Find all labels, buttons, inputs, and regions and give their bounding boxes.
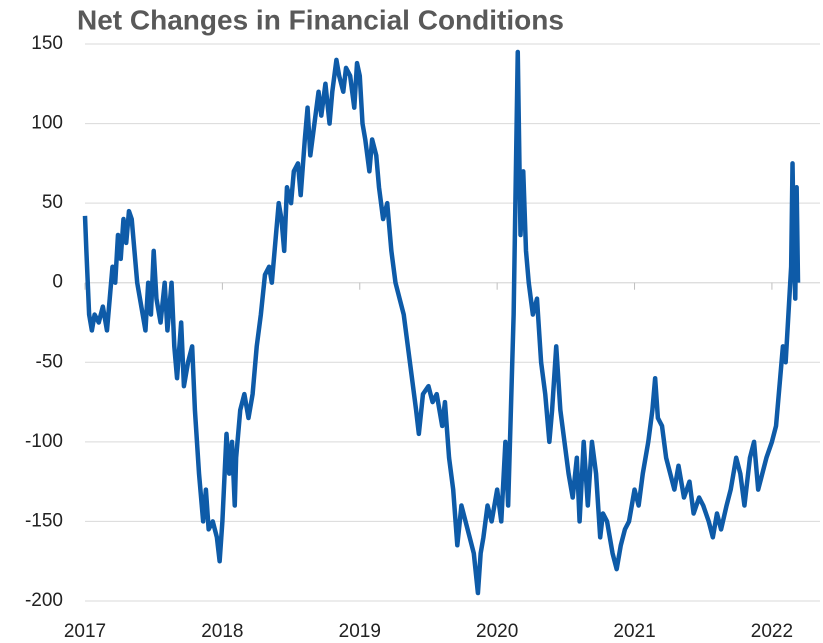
- y-tick-label: 0: [52, 272, 63, 293]
- y-tick-label: 150: [31, 33, 63, 54]
- x-tick-label: 2018: [201, 621, 243, 642]
- y-tick-label: -150: [25, 510, 63, 531]
- x-tick-label: 2017: [64, 621, 106, 642]
- y-tick-label: -200: [25, 590, 63, 611]
- x-tick-label: 2021: [613, 621, 655, 642]
- x-tick-label: 2019: [339, 621, 381, 642]
- y-tick-label: 100: [31, 113, 63, 134]
- data-line: [82, 49, 801, 596]
- x-tick-label: 2022: [751, 621, 793, 642]
- y-tick-label: -100: [25, 431, 63, 452]
- x-tick-label: 2020: [476, 621, 518, 642]
- chart-title: Net Changes in Financial Conditions: [77, 4, 564, 35]
- y-tick-label: 50: [42, 192, 63, 213]
- y-tick-label: -50: [36, 351, 63, 372]
